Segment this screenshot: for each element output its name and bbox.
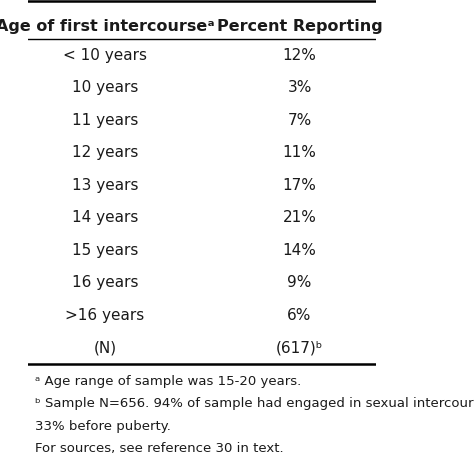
- Text: 3%: 3%: [287, 80, 312, 95]
- Text: ᵃ Age range of sample was 15-20 years.: ᵃ Age range of sample was 15-20 years.: [36, 375, 301, 388]
- Text: Percent Reporting: Percent Reporting: [217, 19, 383, 34]
- Text: For sources, see reference 30 in text.: For sources, see reference 30 in text.: [36, 442, 284, 453]
- Text: >16 years: >16 years: [65, 308, 145, 323]
- Text: 15 years: 15 years: [72, 243, 138, 258]
- Text: 6%: 6%: [287, 308, 312, 323]
- Text: ᵇ Sample N=656. 94% of sample had engaged in sexual intercourse;: ᵇ Sample N=656. 94% of sample had engage…: [36, 397, 474, 410]
- Text: (N): (N): [93, 340, 117, 355]
- Text: 7%: 7%: [287, 113, 312, 128]
- Text: Age of first intercourseᵃ: Age of first intercourseᵃ: [0, 19, 214, 34]
- Text: 16 years: 16 years: [72, 275, 138, 290]
- Text: 12%: 12%: [283, 48, 317, 63]
- Text: 9%: 9%: [287, 275, 312, 290]
- Text: (617)ᵇ: (617)ᵇ: [276, 340, 323, 355]
- Text: 21%: 21%: [283, 210, 317, 225]
- Text: 17%: 17%: [283, 178, 317, 193]
- Text: 14%: 14%: [283, 243, 317, 258]
- Text: 13 years: 13 years: [72, 178, 138, 193]
- Text: 12 years: 12 years: [72, 145, 138, 160]
- Text: 10 years: 10 years: [72, 80, 138, 95]
- Text: 11%: 11%: [283, 145, 317, 160]
- Text: 11 years: 11 years: [72, 113, 138, 128]
- Text: 14 years: 14 years: [72, 210, 138, 225]
- Text: < 10 years: < 10 years: [63, 48, 147, 63]
- Text: 33% before puberty.: 33% before puberty.: [36, 420, 171, 433]
